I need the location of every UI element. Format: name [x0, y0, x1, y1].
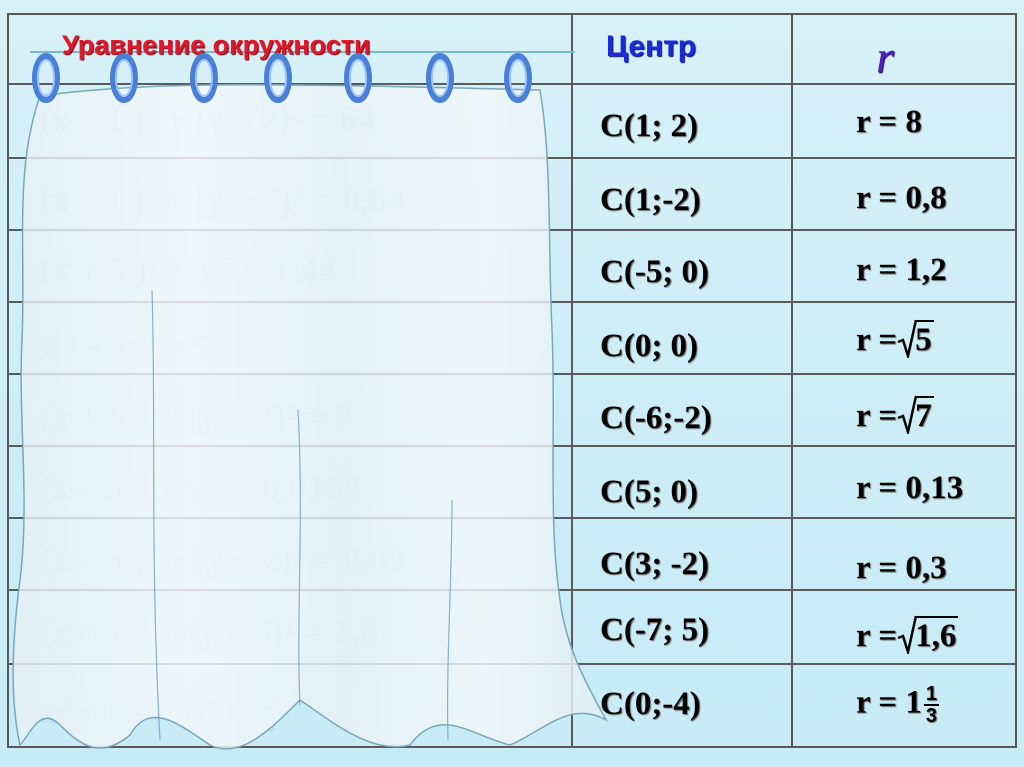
equation-9: x² + (y + 4)² = 16 9 [40, 690, 284, 737]
equation-9-fraction: 16 9 [257, 692, 284, 737]
radius-9-frac-num: 1 [923, 683, 939, 706]
header-equation: Уравнение окружности [62, 30, 371, 60]
equation-1: (x – 1 )² + (y – 2)² = 64 [40, 99, 376, 139]
radius-4-root: 5 [915, 322, 932, 358]
center-9: C(0;-4) [600, 686, 701, 722]
center-4: C(0; 0) [600, 328, 699, 364]
radius-9-frac-den: 3 [925, 705, 937, 727]
equation-4: x ² + y ² = 5 [40, 327, 211, 367]
center-2: C(1;-2) [600, 182, 701, 218]
radius-1: r = 8 [856, 104, 922, 140]
radius-9-prefix: r = 1 [856, 684, 922, 721]
equation-3: (x + 5 )² + y ² = 1,44 [40, 249, 337, 289]
center-3: C(-5; 0) [600, 254, 710, 290]
equation-9-frac-den: 9 [264, 714, 276, 737]
radius-3: r = 1,2 [856, 252, 947, 288]
center-1: C(1; 2) [600, 108, 699, 144]
radius-6: r = 0,13 [856, 470, 964, 506]
radius-5-prefix: r = [856, 398, 898, 434]
center-8: C(-7; 5) [600, 612, 710, 648]
equation-9-frac-num: 16 [257, 692, 284, 716]
center-7: C(3; -2) [600, 546, 710, 582]
radius-7: r = 0,3 [856, 550, 947, 586]
equation-5: (x + 6)² + (y + 2)² = 7 [40, 397, 354, 437]
center-5: C(-6;-2) [600, 400, 712, 436]
equation-2: (x – 1 )² + (y + 2)² = 0,64 [40, 179, 406, 219]
equation-8: (x + 7)² + (y – 5)² = 1,6 [40, 611, 379, 651]
sqrt-icon: 1,6 [897, 615, 959, 655]
header-radius: r [876, 31, 894, 82]
equation-9-text: x² + (y + 4)² = [40, 691, 247, 731]
radius-4-prefix: r = [856, 322, 898, 358]
header-center: Центр [606, 30, 697, 63]
radius-5-root: 7 [915, 398, 932, 434]
radius-2: r = 0,8 [856, 180, 947, 216]
center-6: C(5; 0) [600, 474, 699, 510]
sqrt-icon: 7 [897, 395, 934, 435]
radius-5: r = 7 [856, 395, 934, 435]
radius-4: r = 5 [856, 319, 934, 359]
equation-7: (x – 3 )² + (y + 2)² = 0,09 [40, 539, 406, 579]
radius-8-root: 1,6 [915, 618, 957, 654]
radius-8-prefix: r = [856, 618, 898, 654]
sqrt-icon: 5 [897, 319, 934, 359]
equation-6: (x – 5)² + y ² = 0,0169 [40, 467, 361, 507]
radius-8: r = 1,6 [856, 615, 959, 655]
